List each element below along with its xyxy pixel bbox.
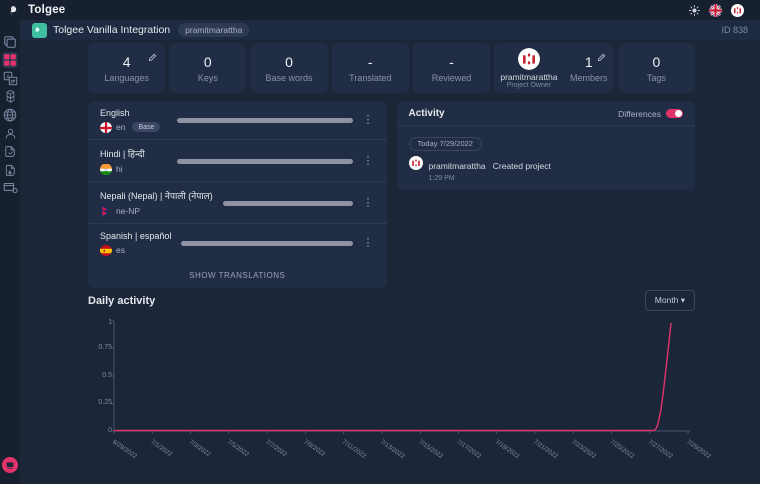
svg-text:7/25/2022: 7/25/2022 (609, 438, 636, 460)
svg-text:0.25: 0.25 (98, 399, 112, 406)
svg-text:0.5: 0.5 (102, 372, 112, 379)
svg-text:7/3/2022: 7/3/2022 (188, 438, 212, 458)
svg-text:7/5/2022: 7/5/2022 (226, 438, 250, 458)
svg-text:7/13/2022: 7/13/2022 (379, 438, 406, 460)
svg-text:1: 1 (108, 319, 112, 326)
svg-text:7/7/2022: 7/7/2022 (264, 438, 288, 458)
svg-text:0: 0 (108, 427, 112, 434)
svg-text:0.75: 0.75 (98, 344, 112, 351)
svg-text:7/11/2022: 7/11/2022 (341, 438, 368, 460)
svg-text:7/15/2022: 7/15/2022 (417, 438, 444, 460)
svg-text:7/1/2022: 7/1/2022 (149, 438, 173, 458)
svg-text:7/27/2022: 7/27/2022 (647, 438, 674, 460)
svg-text:7/19/2022: 7/19/2022 (494, 438, 521, 460)
svg-text:7/17/2022: 7/17/2022 (456, 438, 483, 460)
svg-text:6/29/2022: 6/29/2022 (111, 438, 138, 460)
svg-text:7/21/2022: 7/21/2022 (532, 438, 559, 460)
svg-text:7/29/2022: 7/29/2022 (685, 438, 712, 460)
svg-text:7/23/2022: 7/23/2022 (570, 438, 597, 460)
svg-text:7/9/2022: 7/9/2022 (302, 438, 326, 458)
